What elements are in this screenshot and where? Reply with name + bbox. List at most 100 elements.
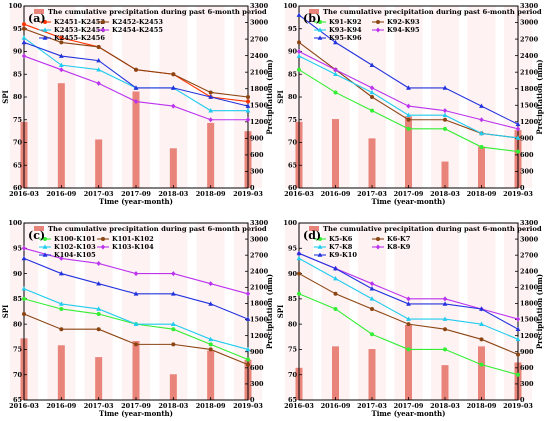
legend-label: K94-K95: [387, 26, 420, 34]
series-point: [406, 347, 411, 352]
legend-marker: [317, 244, 323, 249]
series-point: [21, 255, 27, 261]
legend-label: K6-K7: [387, 235, 411, 243]
y2-tick-label: 1500: [520, 316, 539, 324]
y-tick-label: 90: [288, 270, 298, 278]
x-tick-label: 2018-03: [430, 402, 460, 410]
series-point: [443, 117, 447, 122]
precipitation-bar: [332, 119, 339, 188]
y2-tick-label: 2700: [520, 251, 539, 259]
y2-tick-label: 300: [250, 168, 264, 176]
series-point: [208, 90, 213, 95]
y2-tick-label: 300: [520, 168, 534, 176]
y2-tick-label: 900: [250, 135, 264, 143]
legend-label: K2453-K2454: [54, 26, 105, 34]
bar-shade: [431, 6, 459, 188]
x-tick-label: 2019-03: [503, 190, 533, 198]
legend-marker: [317, 252, 323, 257]
x-tick-label: 2017-03: [84, 190, 114, 198]
y2-tick-label: 900: [250, 348, 264, 356]
series-point: [369, 62, 375, 67]
x-tick-label: 2016-03: [284, 190, 314, 198]
y2-tick-label: 3000: [250, 19, 269, 27]
series-point: [442, 296, 448, 302]
series-point: [21, 245, 27, 251]
y2-tick-label: 2100: [250, 68, 269, 76]
y2-axis-title: Precipitation (mm): [535, 59, 544, 134]
series-point: [133, 291, 139, 296]
y-tick-label: 80: [13, 93, 23, 101]
series-point: [515, 121, 521, 127]
legend-label: K8-K9: [387, 243, 411, 251]
legend-label: K103-K104: [112, 243, 154, 251]
series-point: [170, 85, 176, 90]
series-point: [370, 306, 374, 311]
y-tick-label: 60: [288, 184, 298, 192]
y2-tick-label: 1200: [520, 332, 539, 340]
y2-tick-label: 3300: [250, 2, 269, 10]
y2-tick-label: 600: [250, 364, 264, 372]
series-point: [479, 145, 484, 150]
series-point: [333, 39, 338, 45]
x-tick-label: 2016-09: [321, 190, 351, 198]
series-point: [245, 108, 251, 113]
x-tick-label: 2018-03: [430, 190, 460, 198]
precipitation-bar: [57, 345, 65, 400]
series-point: [170, 321, 176, 326]
legend-label: K5-K6: [329, 235, 353, 243]
series-point: [479, 321, 484, 326]
y-tick-label: 80: [13, 320, 23, 328]
series-point: [133, 99, 139, 105]
series-point: [516, 352, 520, 357]
y2-tick-label: 2400: [250, 267, 269, 275]
series-point: [96, 312, 101, 317]
panel-a: 60 65 70 75 80 85 90 95 100 0 300 600 900 1200 1500 180…: [1, 2, 274, 206]
series-point: [442, 108, 448, 114]
panel-label: (d): [303, 229, 321, 242]
precipitation-bar: [132, 341, 140, 400]
series-point: [369, 281, 375, 287]
series-point: [21, 286, 27, 291]
y2-tick-label: 0: [250, 396, 255, 404]
legend-label: K2452-K2453: [112, 18, 163, 26]
legend-label: K100-K101: [54, 235, 96, 243]
series-point: [406, 85, 411, 90]
y2-axis-title: Precipitation (mm): [535, 274, 544, 349]
legend-bar-swatch: [309, 226, 319, 231]
series-point: [58, 53, 64, 58]
series-point: [406, 301, 411, 306]
series-point: [21, 35, 27, 40]
series-point: [333, 265, 338, 271]
y-tick-label: 85: [288, 295, 298, 303]
legend-label: K93-K94: [329, 26, 362, 34]
series-point: [296, 53, 302, 58]
series-point: [134, 67, 138, 72]
series-point: [515, 135, 521, 140]
legend-label: K102-K103: [54, 243, 96, 251]
series-point: [516, 149, 520, 154]
y2-tick-label: 1200: [250, 332, 269, 340]
series-point: [479, 337, 484, 342]
y-tick-label: 75: [288, 346, 298, 354]
series-point: [333, 306, 338, 311]
series-point: [22, 312, 26, 317]
x-tick-label: 2017-09: [121, 402, 151, 410]
series-point: [516, 372, 520, 377]
y-tick-label: 85: [288, 70, 298, 78]
legend-label: K101-K102: [112, 235, 154, 243]
series-point: [370, 95, 374, 99]
series-point: [171, 342, 176, 347]
series-point: [59, 327, 64, 332]
y2-axis-title: Precipitation (mm): [265, 59, 274, 134]
x-tick-label: 2019-03: [503, 402, 533, 410]
x-axis-title: Time (year-month): [372, 197, 446, 206]
precipitation-bar: [132, 91, 140, 188]
series-point: [133, 271, 139, 277]
legend-label: K104-K105: [54, 251, 96, 259]
series-point: [96, 306, 102, 311]
series-point: [246, 362, 250, 367]
series-point: [208, 281, 213, 287]
y2-tick-label: 1200: [520, 118, 539, 126]
series-point: [369, 85, 375, 91]
legend-marker: [376, 20, 380, 24]
